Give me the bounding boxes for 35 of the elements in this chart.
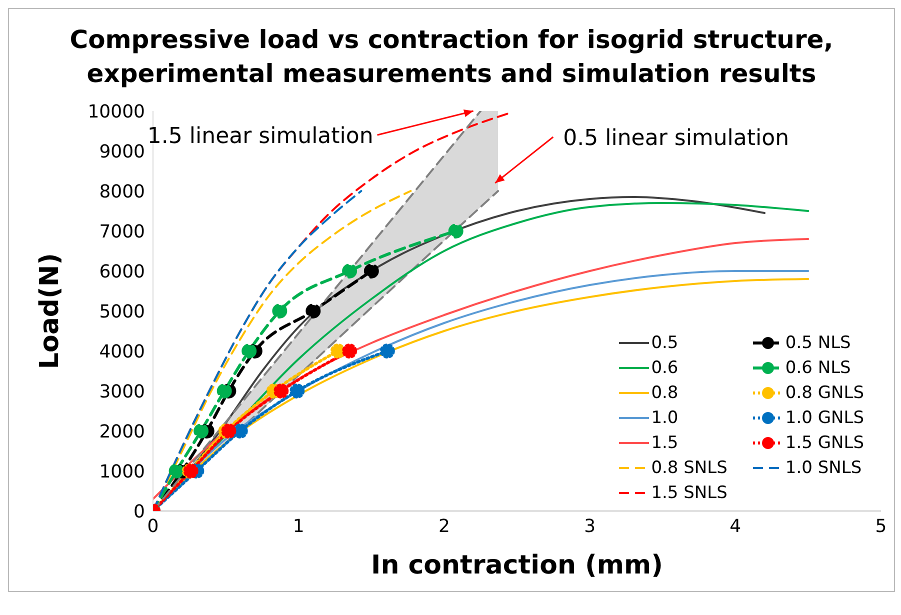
y-tick-label: 8000: [99, 181, 145, 202]
legend-label: 1.5 GNLS: [785, 432, 864, 452]
y-tick-label: 10000: [88, 101, 145, 122]
x-tick-label: 4: [730, 516, 742, 537]
y-tick-label: 2000: [99, 421, 145, 442]
y-tick-label: 6000: [99, 261, 145, 282]
y-tick-label: 3000: [99, 381, 145, 402]
legend-label: 1.0 SNLS: [785, 458, 862, 478]
legend-label: 0.8: [651, 382, 678, 402]
y-tick-label: 1000: [99, 461, 145, 482]
x-tick-label: 5: [875, 516, 887, 537]
x-axis-title: In contraction (mm): [371, 550, 663, 580]
legend-label: 0.8 SNLS: [651, 458, 728, 478]
y-tick-label: 9000: [99, 141, 145, 162]
legend-label: 0.5: [651, 332, 678, 352]
legend-label: 1.5: [651, 432, 678, 452]
x-tick-label: 3: [584, 516, 596, 537]
y-tick-label: 5000: [99, 301, 145, 322]
annotation: 0.5 linear simulation: [563, 126, 790, 151]
y-tick-label: 4000: [99, 341, 145, 362]
x-tick-label: 2: [438, 516, 450, 537]
legend-label: 0.6: [651, 358, 678, 378]
annotation: 1.5 linear simulation: [147, 124, 374, 149]
legend-label: 0.5 NLS: [785, 332, 851, 352]
chart-title: Compressive load vs contraction for isogrid structure, experimental measurements and simulation results: [68, 24, 834, 90]
x-tick-label: 1: [292, 516, 304, 537]
legend-label: 1.5 SNLS: [651, 482, 728, 502]
x-tick-label: 0: [147, 516, 159, 537]
legend-label: 1.0 GNLS: [785, 408, 864, 428]
legend-label: 0.6 NLS: [785, 358, 851, 378]
legend-label: 1.0: [651, 408, 678, 428]
y-tick-label: 7000: [99, 221, 145, 242]
y-tick-label: 0: [134, 501, 145, 522]
legend-label: 0.8 GNLS: [785, 382, 864, 402]
y-axis-title: Load(N): [35, 252, 66, 370]
